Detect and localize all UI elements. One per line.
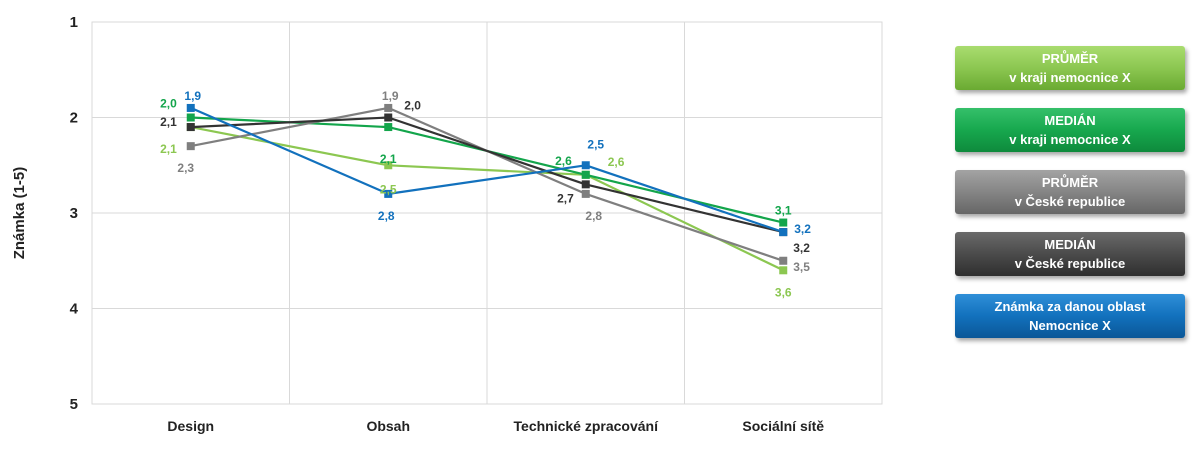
data-label: 2,6 [555, 154, 572, 168]
series-point-1 [186, 113, 195, 122]
chart-series [186, 103, 788, 275]
series-point-3 [186, 123, 195, 132]
series-point-2 [779, 256, 788, 265]
data-label: 1,9 [382, 89, 399, 103]
series-line-0 [190, 126, 784, 272]
series-point-3 [384, 113, 393, 122]
legend-item-prumer-kraj: PRŮMĚR v kraji nemocnice X [955, 46, 1185, 90]
series-point-2 [186, 142, 195, 151]
y-tick-label: 2 [70, 110, 78, 127]
legend-item-prumer-cr: PRŮMĚR v České republice [955, 170, 1185, 214]
legend-item-median-kraj: MEDIÁN v kraji nemocnice X [955, 108, 1185, 152]
data-label: 2,1 [160, 142, 177, 156]
data-label: 2,8 [378, 209, 395, 223]
line-chart: 1 2 3 4 5 Design Obsah Technické zpracování Soc… [11, 14, 883, 434]
series-point-1 [581, 170, 590, 179]
data-label: 2,0 [404, 99, 421, 113]
legend-item-line1: MEDIÁN [1044, 113, 1096, 128]
y-tick-label: 3 [70, 205, 78, 222]
legend-item-line1: PRŮMĚR [1041, 175, 1099, 190]
x-category-label: Obsah [366, 418, 410, 434]
series-line-4 [190, 106, 784, 234]
series-point-4 [581, 161, 590, 170]
y-axis-ticks: 1 2 3 4 5 [70, 14, 79, 413]
legend-item-line2: Nemocnice X [1029, 318, 1111, 333]
data-label: 2,8 [585, 209, 602, 223]
legend-item-median-cr: MEDIÁN v České republice [955, 232, 1185, 276]
x-category-label: Design [167, 418, 214, 434]
x-category-label: Sociální sítě [742, 418, 824, 434]
legend-item-line1: MEDIÁN [1044, 237, 1096, 252]
data-labels: 2,1 2,5 2,6 3,6 2,0 2,1 2,6 3,1 2,3 1,9 2,8 3,5 2,1 2… [160, 89, 811, 299]
data-label: 2,5 [587, 137, 604, 151]
y-tick-label: 1 [70, 14, 78, 31]
series-point-2 [384, 103, 393, 112]
data-label: 3,1 [775, 204, 792, 218]
series-line-3 [190, 116, 784, 234]
legend-item-line2: v České republice [1014, 194, 1126, 209]
x-category-label: Technické zpracování [514, 418, 660, 434]
series-point-1 [779, 218, 788, 227]
legend: PRŮMĚR v kraji nemocnice X MEDIÁN v kraj… [955, 46, 1185, 356]
data-label: 2,7 [557, 191, 574, 205]
data-label: 2,5 [380, 182, 397, 196]
legend-item-line2: v České republice [1014, 256, 1126, 271]
data-label: 2,0 [160, 97, 177, 111]
data-label: 2,1 [380, 152, 397, 166]
data-label: 2,3 [177, 161, 194, 175]
x-axis-categories: Design Obsah Technické zpracování Sociální … [167, 418, 824, 434]
data-label: 2,6 [608, 155, 625, 169]
legend-item-nemocnice-x: Známka za danou oblast Nemocnice X [955, 294, 1185, 338]
series-point-0 [779, 266, 788, 275]
legend-item-line1: Známka za danou oblast [994, 299, 1146, 314]
series-point-0 [384, 161, 393, 170]
y-axis-label: Známka (1-5) [11, 167, 28, 260]
y-tick-label: 5 [70, 396, 78, 413]
series-point-4 [384, 189, 393, 198]
series-point-3 [581, 180, 590, 189]
data-label: 3,5 [793, 260, 810, 274]
series-point-4 [186, 103, 195, 112]
data-label: 1,9 [184, 89, 201, 103]
legend-item-line2: v kraji nemocnice X [1009, 132, 1131, 147]
legend-item-line1: PRŮMĚR [1041, 51, 1099, 66]
data-label: 3,2 [793, 241, 810, 255]
data-label: 3,2 [794, 222, 811, 236]
data-label: 3,6 [775, 285, 792, 299]
data-label: 2,1 [160, 115, 177, 129]
series-point-1 [384, 123, 393, 132]
series-point-4 [779, 228, 788, 237]
y-tick-label: 4 [70, 301, 79, 318]
series-point-2 [581, 189, 590, 198]
chart-grid [91, 21, 883, 405]
legend-item-line2: v kraji nemocnice X [1009, 70, 1131, 85]
